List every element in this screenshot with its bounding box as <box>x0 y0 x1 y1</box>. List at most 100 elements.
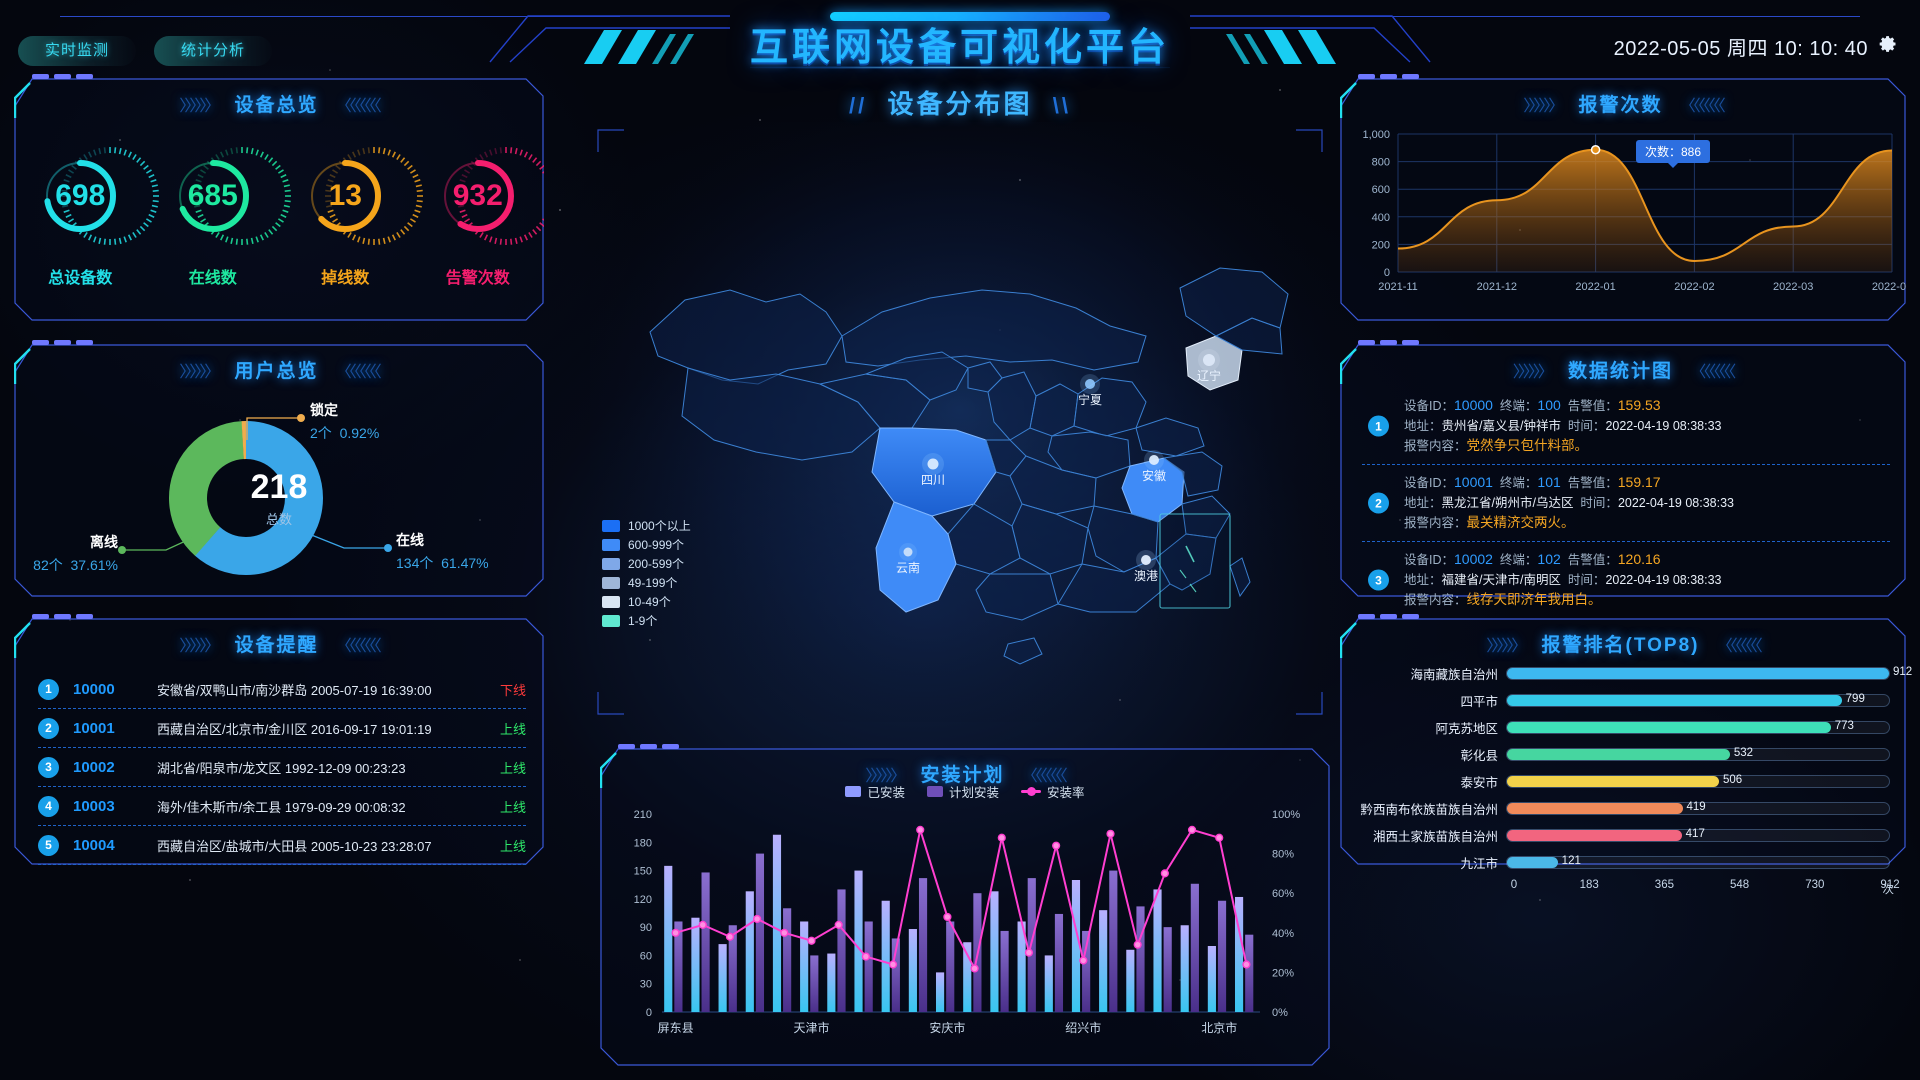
rank-row[interactable]: 彰化县 532 <box>1354 743 1890 765</box>
rank-row[interactable]: 阿克苏地区 773 <box>1354 716 1890 738</box>
svg-text:屏东县: 屏东县 <box>658 1021 694 1035</box>
map-label-ningxia: 宁夏 <box>1078 392 1102 407</box>
panel-title-device-reminder: 〉〉〉〉〉〉 设备提醒 〈〈〈〈〈〈〈 <box>14 630 544 657</box>
svg-text:400: 400 <box>1372 212 1390 224</box>
stat-line-content: 报警内容：线存天即济年我用白。 <box>1404 590 1890 610</box>
label-alarm-value: 告警值： <box>1567 553 1618 567</box>
gauge-alarm-count[interactable]: 932 告警次数 <box>423 146 533 288</box>
panel-cap-dashes <box>32 340 93 345</box>
svg-text:80%: 80% <box>1272 849 1294 861</box>
legend-item[interactable]: 200-599个 <box>602 554 691 573</box>
axis-tick: 548 <box>1730 879 1750 891</box>
user-donut-chart[interactable]: 218 总数 锁定 2个 0.92% 离线 82个 37.61% 在线 134个… <box>14 390 544 606</box>
legend-item[interactable]: 10-49个 <box>602 592 691 611</box>
rank-row[interactable]: 四平市 799 <box>1354 689 1890 711</box>
map-label-sichuan: 四川 <box>921 473 945 487</box>
row-index-badge: 2 <box>1368 492 1389 514</box>
rank-row[interactable]: 九江市 121 <box>1354 851 1890 873</box>
row-index-badge: 4 <box>38 795 59 817</box>
legend-item[interactable]: 49-199个 <box>602 573 691 592</box>
tab-statistics-analysis[interactable]: 统计分析 <box>154 36 272 66</box>
rank-unit-label: 次 <box>1882 884 1895 896</box>
rank-value: 532 <box>1733 746 1754 759</box>
label-terminal: 终端： <box>1499 399 1538 413</box>
legend-item-installed[interactable]: 已安装 <box>845 782 905 801</box>
panel-cap-dashes <box>1358 614 1419 619</box>
legend-swatch <box>602 614 620 627</box>
svg-text:30: 30 <box>640 979 652 991</box>
chevron-right-decoration: 〉〉〉〉〉〉 <box>179 638 220 655</box>
value-time: 2022-04-19 08:38:33 <box>1605 573 1722 587</box>
rank-label: 九江市 <box>1460 856 1498 871</box>
panel-cap-dashes <box>1358 74 1419 79</box>
map-title-text: 设备分布图 <box>887 89 1033 119</box>
rank-label: 黔西南布依族苗族自治州 <box>1360 802 1498 817</box>
rank-label: 湘西土家族苗族自治州 <box>1372 829 1498 844</box>
data-statistics-list: 1 设备ID：10000 终端：100 告警值：159.53 地址：贵州省/嘉义… <box>1362 388 1890 618</box>
list-item[interactable]: 1 10000 安徽省/双鸭山市/南沙群岛 2005-07-19 16:39:0… <box>38 670 526 709</box>
legend-swatch <box>602 519 620 532</box>
list-item[interactable]: 4 10003 海外/佳木斯市/余工县 1979-09-29 00:08:32 … <box>38 787 526 826</box>
panel-title-text: 设备总览 <box>234 95 319 116</box>
row-index-badge: 2 <box>38 717 59 739</box>
panel-title-install-plan: 〉〉〉〉〉〉 安装计划 〈〈〈〈〈〈〈 <box>600 760 1330 787</box>
gear-icon[interactable] <box>1878 34 1898 54</box>
list-item[interactable]: 2 10001 西藏自治区/北京市/金川区 2016-09-17 19:01:1… <box>38 709 526 748</box>
legend-item[interactable]: 600-999个 <box>602 535 691 554</box>
panel-alarm-count: 〉〉〉〉〉〉 报警次数 〈〈〈〈〈〈〈 0 200 400 600 800 1,000 20… <box>1340 74 1906 324</box>
rank-row[interactable]: 泰安市 506 <box>1354 770 1890 792</box>
legend-item-planned[interactable]: 计划安装 <box>926 782 999 801</box>
status-badge: 上线 <box>499 799 526 815</box>
legend-item[interactable]: 1000个以上 <box>602 516 691 535</box>
legend-label: 600-999个 <box>628 538 685 552</box>
label-address: 地址： <box>1404 496 1442 510</box>
row-index-badge: 1 <box>38 678 59 700</box>
svg-text:0%: 0% <box>1272 1007 1288 1019</box>
gauge-online-count[interactable]: 685 在线数 <box>158 146 268 288</box>
svg-text:60%: 60% <box>1272 888 1294 900</box>
svg-text:0: 0 <box>1384 267 1390 279</box>
donut-label-online: 在线 134个 61.47% <box>396 530 489 573</box>
rank-row[interactable]: 湘西土家族苗族自治州 417 <box>1354 824 1890 846</box>
donut-total-label: 总数 <box>265 512 293 527</box>
rank-row[interactable]: 黔西南布依族苗族自治州 419 <box>1354 797 1890 819</box>
gauge-offline-count[interactable]: 13 掉线数 <box>290 146 400 288</box>
alarm-rank-chart[interactable]: 海南藏族自治州 912 四平市 799 阿克苏地区 773 彰化县 532 泰安市 506 黔西南布… <box>1354 662 1912 897</box>
svg-text:0: 0 <box>646 1007 652 1019</box>
china-map[interactable]: 辽宁 宁夏 四川 安徽 云南 澳港 <box>590 122 1330 722</box>
panel-title-text: 设备提醒 <box>234 635 319 656</box>
panel-device-map: // 设备分布图 \\ <box>590 60 1330 740</box>
label-device-id: 设备ID： <box>1404 553 1455 567</box>
svg-text:2022-04: 2022-04 <box>1872 281 1906 293</box>
chevron-right-decoration: 〉〉〉〉〉〉 <box>179 98 220 115</box>
panel-title-text: 报警排名(TOP8) <box>1541 635 1700 656</box>
donut-center-total: 218 总数 <box>251 468 308 528</box>
value-alarm-content: 线存天即济年我用白。 <box>1466 592 1602 607</box>
gauge-total-devices[interactable]: 698 总设备数 <box>25 146 135 288</box>
legend-item-rate[interactable]: 安装率 <box>1021 782 1085 801</box>
install-plan-legend: 已安装 计划安装 安装率 <box>600 782 1330 801</box>
list-item[interactable]: 3 10002 湖北省/阳泉市/龙文区 1992-12-09 00:23:23 … <box>38 748 526 787</box>
tab-realtime-monitor[interactable]: 实时监测 <box>18 36 136 66</box>
list-item[interactable]: 3 设备ID：10002 终端：102 告警值：120.16 地址：福建省/天津… <box>1362 542 1890 618</box>
gauge-label: 掉线数 <box>321 270 370 287</box>
chevron-right-decoration: 〉〉〉〉〉〉 <box>865 768 906 785</box>
list-item[interactable]: 1 设备ID：10000 终端：100 告警值：159.53 地址：贵州省/嘉义… <box>1362 388 1890 465</box>
svg-text:800: 800 <box>1372 157 1390 169</box>
donut-label-count: 134个 <box>396 555 434 571</box>
svg-text:绍兴市: 绍兴市 <box>1065 1020 1101 1035</box>
legend-item[interactable]: 1-9个 <box>602 611 691 630</box>
rank-row[interactable]: 海南藏族自治州 912 <box>1354 662 1912 684</box>
install-plan-chart[interactable]: 0 30 60 90 120 150 180 210 0% 20% 40% 60% 80% 100% 屏东县… <box>600 804 1330 1054</box>
label-device-id: 设备ID： <box>1404 399 1455 413</box>
list-item[interactable]: 2 设备ID：10001 终端：101 告警值：159.17 地址：黑龙江省/朔… <box>1362 465 1890 542</box>
donut-label-name: 在线 <box>396 532 424 548</box>
svg-text:210: 210 <box>634 809 652 821</box>
alarm-count-chart[interactable]: 0 200 400 600 800 1,000 2021-11 2021-12 2022-01 2… <box>1340 120 1906 316</box>
rank-bar <box>1507 775 1719 787</box>
value-alarm-value: 159.53 <box>1617 397 1661 413</box>
header-rule-right <box>1300 16 1860 17</box>
svg-text:北京市: 北京市 <box>1201 1020 1237 1035</box>
list-item[interactable]: 5 10004 西藏自治区/盐城市/大田县 2005-10-23 23:28:0… <box>38 826 526 865</box>
